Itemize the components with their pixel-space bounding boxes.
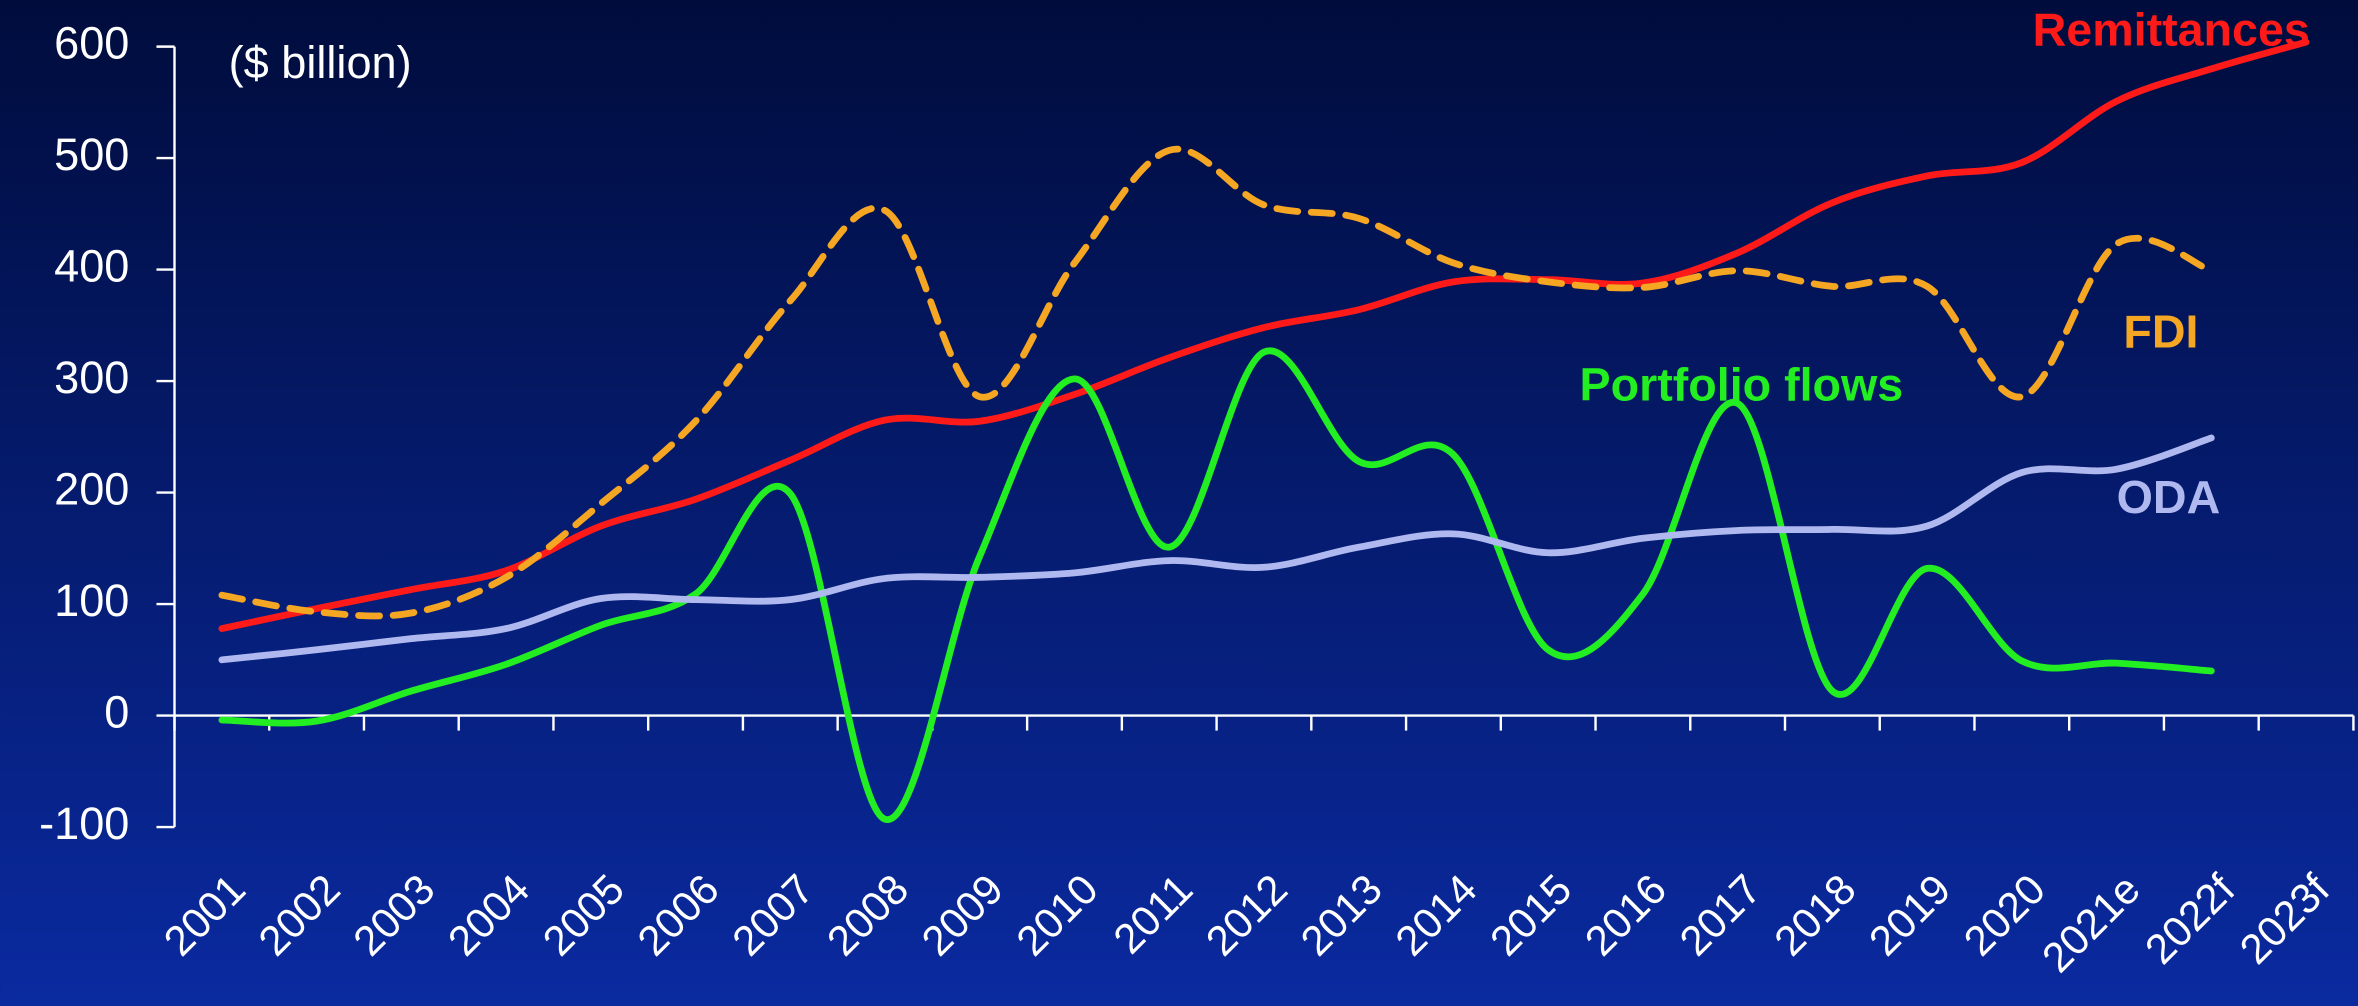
- series-label: Remittances: [2033, 3, 2310, 55]
- series-label: FDI: [2123, 306, 2198, 358]
- y-tick-label: 400: [54, 241, 129, 292]
- y-tick-label: 600: [54, 18, 129, 69]
- series-label: ODA: [2117, 471, 2221, 523]
- series-line: [218, 347, 2215, 823]
- y-tick-label: 0: [104, 686, 129, 737]
- y-tick-label: 500: [54, 129, 129, 180]
- series-line: [218, 38, 2310, 632]
- y-tick-label: 200: [54, 464, 129, 515]
- y-tick-label: 300: [54, 352, 129, 403]
- y-axis-label: ($ billion): [229, 37, 412, 88]
- series-line: [218, 145, 2215, 620]
- series-label: Portfolio flows: [1580, 358, 1904, 410]
- series-line: [218, 434, 2215, 664]
- y-tick-label: -100: [39, 798, 129, 849]
- y-tick-label: 100: [54, 575, 129, 626]
